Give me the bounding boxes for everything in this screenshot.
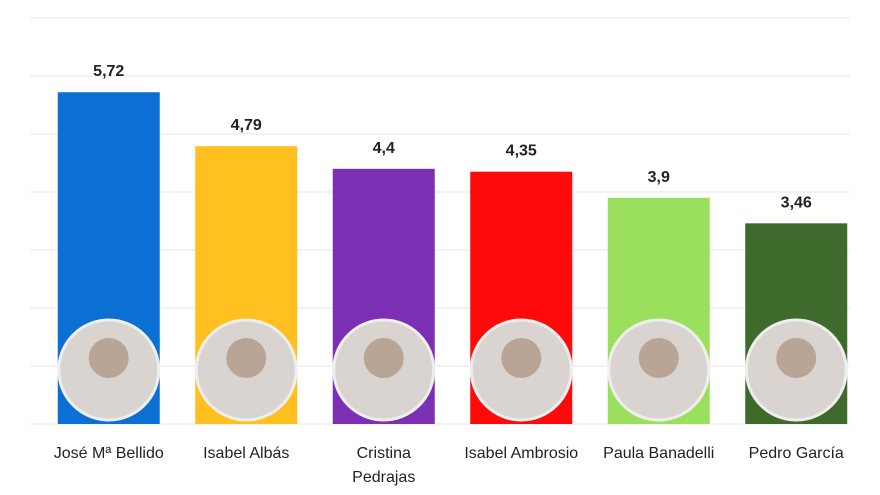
- photo-head: [88, 338, 129, 378]
- value-label: 4,79: [231, 117, 262, 134]
- value-label: 5,72: [93, 63, 124, 80]
- photo-head: [501, 338, 542, 378]
- photo-head: [776, 338, 817, 378]
- photo-head: [638, 338, 679, 378]
- x-tick-label: Pedro García: [748, 445, 844, 462]
- photo-head: [363, 338, 404, 378]
- x-tick-label: Paula Banadelli: [603, 445, 715, 462]
- value-label: 4,35: [506, 143, 537, 160]
- photo-head: [226, 338, 267, 378]
- value-label: 4,4: [373, 140, 395, 157]
- x-tick-label: Isabel Ambrosio: [464, 445, 579, 462]
- x-tick-label: José Mª Bellido: [53, 445, 164, 462]
- value-label: 3,9: [648, 169, 670, 186]
- value-label: 3,46: [781, 194, 812, 211]
- x-tick-label: Isabel Albás: [203, 445, 290, 462]
- x-tick-label: Cristina Pedrajas: [352, 445, 416, 486]
